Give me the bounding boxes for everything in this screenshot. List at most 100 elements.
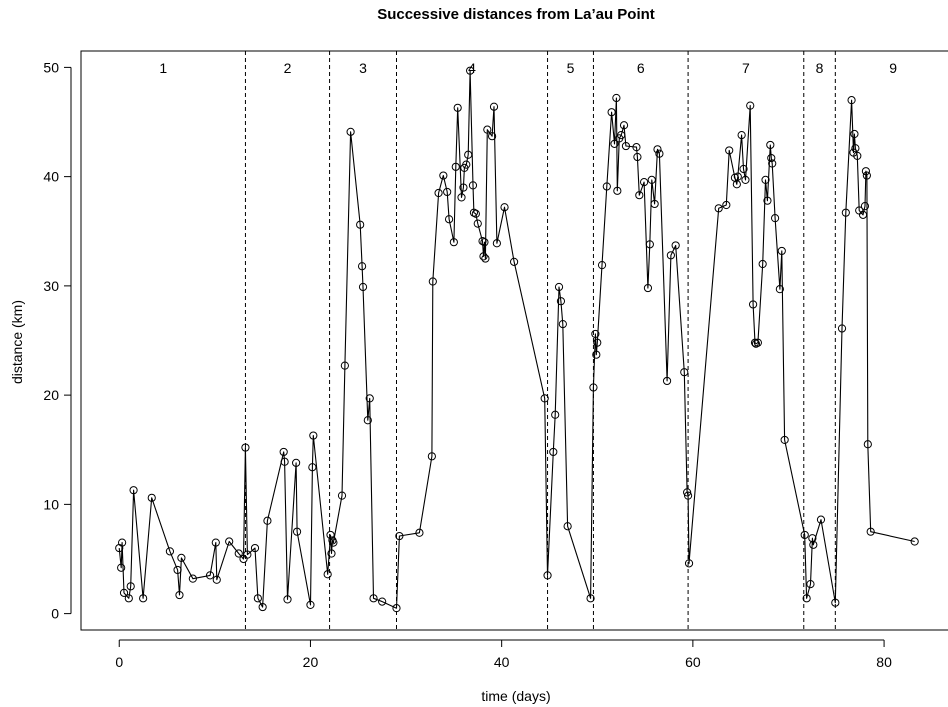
data-point [750,338,760,347]
data-point [453,103,462,112]
data-point [263,516,272,525]
data-point [481,254,490,263]
data-point [340,361,349,370]
data-point [500,203,509,212]
data-point [363,416,372,425]
data-point [684,559,694,568]
data-point [483,125,492,134]
data-point [323,570,332,579]
data-point [763,196,772,205]
data-point [640,177,649,187]
data-point [464,150,473,159]
data-point [653,145,662,154]
data-point [860,202,870,211]
data-point [139,594,148,603]
data-point [549,447,558,457]
data-point [816,515,826,524]
data-point [369,594,378,603]
data-point [858,210,868,219]
data-point [851,144,860,153]
data-point [732,180,741,189]
data-point [806,580,815,589]
data-point [607,108,616,117]
y-axis: 0 10 20 30 40 50 [43,59,72,622]
data-point [292,527,302,536]
data-point [124,594,133,603]
data-point [610,139,619,148]
data-point [117,563,126,572]
data-point [619,121,629,130]
x-tick-label: 20 [303,654,319,670]
data-point [770,214,780,223]
data-point [647,175,656,185]
data-point [556,297,566,306]
data-point [722,200,731,210]
data-point [479,252,488,261]
data-point [165,547,175,556]
data-point [761,175,770,185]
data-point [243,550,252,559]
data-point [602,182,611,191]
data-point [540,394,549,403]
data-point [683,491,693,500]
segment-label: 3 [359,60,367,76]
data-point [632,143,641,152]
data-point [427,452,436,461]
data-point [175,590,184,600]
data-point [551,410,560,419]
data-point [509,257,519,266]
data-point [767,153,776,163]
data-point [748,300,758,309]
data-point [586,594,595,603]
data-point [292,458,301,467]
segment-label: 8 [816,60,824,76]
data-point [241,443,250,452]
data-point [357,262,367,271]
data-point [841,208,850,217]
data-point [671,241,680,250]
y-tick-label: 30 [43,278,59,294]
segment-label: 7 [742,60,750,76]
data-point [395,531,404,541]
data-point [253,594,262,603]
data-point [457,193,466,202]
data-point [589,383,598,392]
data-point [666,251,675,260]
data-point [392,604,401,613]
segment-label: 2 [284,60,292,76]
data-point [737,131,746,140]
data-point [725,146,734,155]
data-point [211,538,220,547]
data-point [847,96,856,105]
data-point [617,131,626,140]
data-point [306,600,315,609]
data-point [462,160,471,169]
data-point [365,394,374,403]
data-point [444,215,454,224]
data-point [558,320,567,329]
x-tick-label: 40 [494,654,510,670]
data-point [434,188,443,198]
data-point [643,283,653,293]
y-tick-label: 0 [51,606,59,622]
data-point [563,522,572,531]
x-tick-label: 80 [876,654,892,670]
y-tick-label: 20 [43,387,59,403]
data-point [471,209,480,218]
data-point [753,338,762,347]
data-point [119,588,129,597]
data-point [358,282,368,292]
data-point [554,282,564,292]
data-point [489,102,499,111]
y-tick-label: 40 [43,169,59,185]
data-point [280,457,289,466]
data-point [800,530,809,540]
data-point [850,129,859,139]
data-point [635,191,644,200]
data-point [459,183,468,192]
data-point [746,101,755,110]
data-point [714,204,723,213]
x-tick-label: 60 [685,654,701,670]
data-point [739,164,748,174]
data-point [655,149,664,158]
